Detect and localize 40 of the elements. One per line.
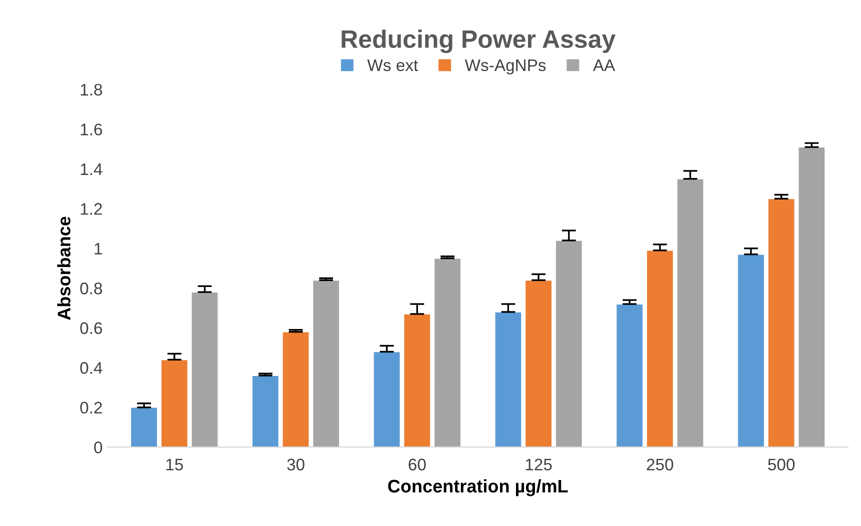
bar bbox=[737, 254, 765, 448]
x-tick-label: 30 bbox=[287, 458, 304, 470]
y-tick-label: 1.4 bbox=[80, 163, 102, 175]
x-axis-title: Concentration µg/mL bbox=[388, 479, 568, 496]
y-tick-label: 0.8 bbox=[80, 282, 102, 294]
y-tick-label: 0.2 bbox=[80, 402, 102, 414]
bar bbox=[798, 146, 826, 448]
x-tick-label: 125 bbox=[526, 458, 552, 470]
y-tick-label: 0.4 bbox=[80, 362, 102, 374]
bar bbox=[646, 250, 674, 448]
bar bbox=[282, 331, 310, 448]
chart-title: Reducing Power Assay bbox=[342, 30, 616, 54]
legend-label: AA bbox=[592, 59, 616, 71]
y-axis-title: Absorbance bbox=[57, 216, 70, 320]
bar bbox=[373, 351, 401, 448]
x-tick-label: 60 bbox=[408, 458, 426, 470]
bar bbox=[190, 292, 219, 448]
x-tick-label: 500 bbox=[768, 458, 795, 470]
x-tick-label: 15 bbox=[166, 458, 183, 470]
bar bbox=[130, 406, 158, 448]
bar bbox=[676, 178, 704, 448]
y-tick-label: 1 bbox=[94, 242, 102, 254]
bar bbox=[524, 280, 552, 448]
legend-label: Ws ext bbox=[367, 59, 418, 72]
bar bbox=[252, 375, 280, 448]
y-tick-label: 1.2 bbox=[80, 203, 102, 215]
y-tick-label: 0 bbox=[94, 442, 102, 454]
bar bbox=[434, 258, 462, 448]
bar bbox=[312, 280, 340, 448]
y-tick-label: 1.6 bbox=[80, 124, 102, 136]
x-tick-label: 250 bbox=[646, 458, 674, 470]
bar bbox=[616, 304, 644, 448]
legend-label: Ws-AgNPs bbox=[464, 59, 546, 74]
bar bbox=[160, 359, 188, 448]
bar bbox=[768, 198, 796, 448]
bar bbox=[555, 240, 583, 448]
bar bbox=[494, 312, 522, 448]
bar bbox=[403, 314, 431, 448]
y-tick-label: 0.6 bbox=[80, 322, 102, 334]
y-tick-label: 1.8 bbox=[80, 84, 102, 96]
